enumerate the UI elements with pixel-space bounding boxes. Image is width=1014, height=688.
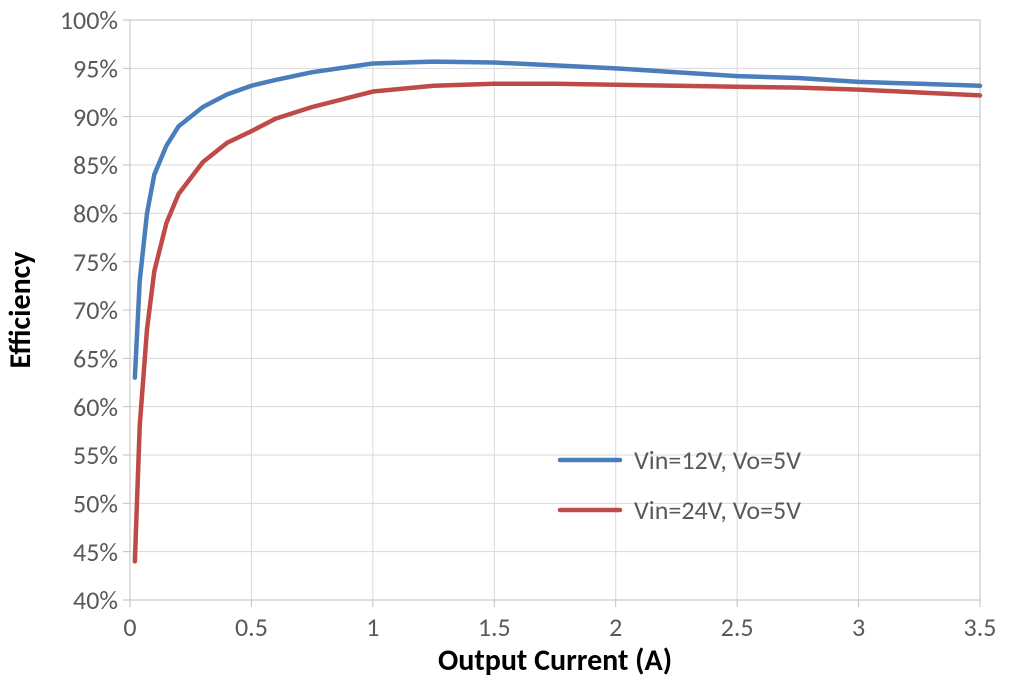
x-tick-label: 0.5 <box>235 611 268 643</box>
x-tick-label: 2.5 <box>721 611 754 643</box>
x-tick-label: 0 <box>123 611 136 643</box>
y-tick-label: 45% <box>73 536 118 568</box>
x-tick-label: 2 <box>609 611 622 643</box>
y-axis-title: Efficiency <box>2 251 39 369</box>
y-tick-label: 80% <box>73 197 118 229</box>
y-tick-label: 100% <box>60 4 118 36</box>
efficiency-chart: 0 0.5 1 1.5 2 2.5 3 3.5 40% 45% 50% 55% 60% 65% 70% 75%… <box>0 0 1014 688</box>
y-tick-label: 60% <box>73 391 118 423</box>
x-tick-label: 3.5 <box>964 611 997 643</box>
y-tick-label: 40% <box>73 584 118 616</box>
x-axis-title: Output Current (A) <box>438 642 672 679</box>
x-tick-label: 1.5 <box>478 611 511 643</box>
x-tick-label: 1 <box>366 611 379 643</box>
y-tick-label: 65% <box>73 342 118 374</box>
y-tick-label: 85% <box>73 149 118 181</box>
legend-label-0: Vin=12V, Vo=5V <box>634 444 801 476</box>
y-tick-label: 90% <box>73 101 118 133</box>
y-tick-label: 50% <box>73 487 118 519</box>
y-tick-label: 55% <box>73 439 118 471</box>
chart-svg: 0 0.5 1 1.5 2 2.5 3 3.5 40% 45% 50% 55% 60% 65% 70% 75%… <box>0 0 1014 688</box>
y-tick-label: 75% <box>73 246 118 278</box>
y-tick-label: 70% <box>73 294 118 326</box>
x-tick-label: 3 <box>852 611 865 643</box>
y-tick-label: 95% <box>73 52 118 84</box>
legend-label-1: Vin=24V, Vo=5V <box>634 494 801 526</box>
